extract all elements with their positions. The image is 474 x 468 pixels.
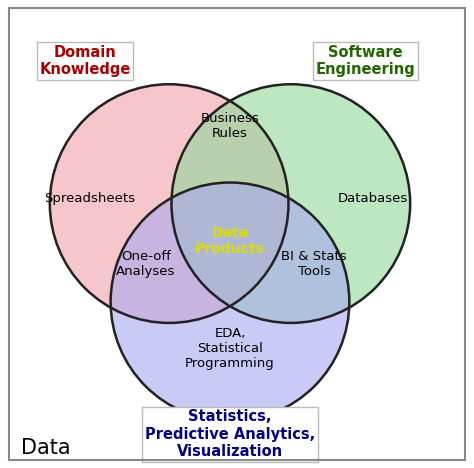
Text: Data
Products: Data Products [195, 226, 265, 256]
Text: Data: Data [21, 439, 71, 458]
Circle shape [172, 84, 410, 323]
Circle shape [50, 84, 289, 323]
Text: One-off
Analyses: One-off Analyses [116, 250, 175, 278]
Text: BI & Stats
Tools: BI & Stats Tools [282, 250, 347, 278]
Text: Statistics,
Predictive Analytics,
Visualization: Statistics, Predictive Analytics, Visual… [145, 410, 315, 459]
Text: Databases: Databases [337, 192, 408, 205]
Circle shape [110, 183, 349, 421]
Text: EDA,
Statistical
Programming: EDA, Statistical Programming [185, 327, 275, 370]
Text: Software
Engineering: Software Engineering [316, 44, 416, 77]
Text: Spreadsheets: Spreadsheets [44, 192, 135, 205]
Text: Domain
Knowledge: Domain Knowledge [39, 44, 131, 77]
Text: Business
Rules: Business Rules [201, 112, 259, 140]
